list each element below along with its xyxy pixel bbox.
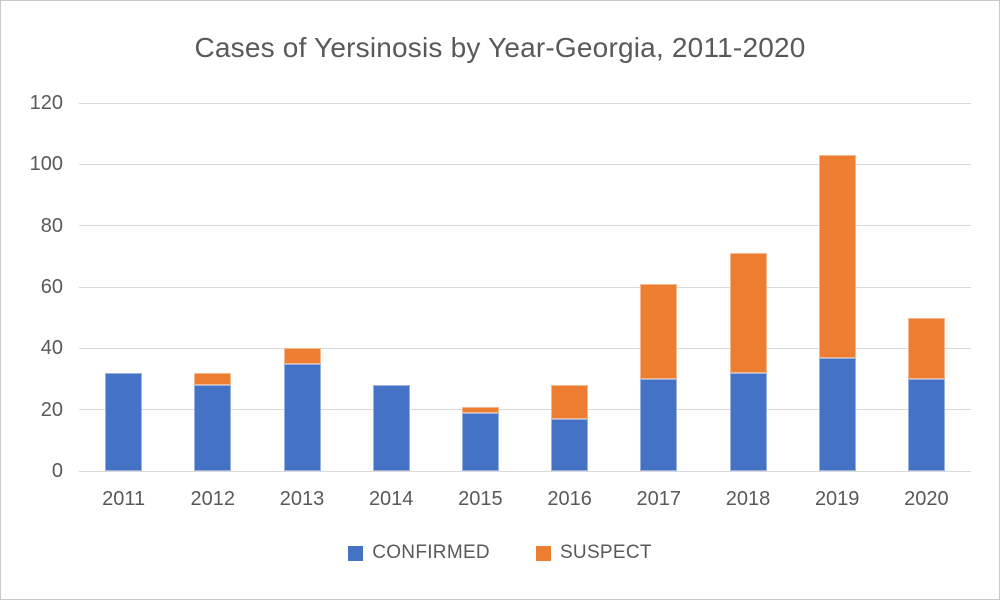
gridline-y-0 (79, 470, 971, 472)
bar-segment-confirmed-2019 (818, 357, 856, 471)
bar-segment-confirmed-2013 (283, 363, 321, 471)
legend-swatch-icon-suspect (535, 545, 551, 561)
bar-segment-suspect-2018 (729, 253, 767, 373)
bar-segment-suspect-2013 (283, 348, 321, 364)
y-tick-label-0: 0 (51, 460, 63, 482)
bar-segment-confirmed-2014 (372, 385, 410, 471)
chart-title: Cases of Yersinosis by Year-Georgia, 201… (194, 32, 806, 63)
bar-segment-suspect-2020 (907, 317, 945, 379)
y-tick-label-60: 60 (40, 276, 63, 298)
bar-segment-confirmed-2018 (729, 372, 767, 471)
x-tick-label-2016: 2016 (547, 488, 592, 510)
y-tick-label-80: 80 (40, 214, 63, 237)
x-tick-label-2019: 2019 (814, 488, 860, 510)
legend-swatch-icon-confirmed (348, 545, 364, 561)
x-tick-label-2020: 2020 (904, 488, 949, 510)
gridline-y-120 (79, 102, 971, 104)
bar-segment-suspect-2016 (551, 385, 589, 419)
bar-segment-confirmed-2011 (105, 372, 143, 471)
gridline-y-40 (79, 347, 971, 349)
legend-label-confirmed: CONFIRMED (372, 542, 490, 563)
legend-item-confirmed: CONFIRMED (348, 542, 490, 564)
gridline-y-80 (79, 225, 971, 227)
legend-item-suspect: SUSPECT (535, 542, 652, 564)
bar-segment-confirmed-2020 (907, 379, 945, 471)
x-tick-label-2018: 2018 (725, 488, 771, 510)
legend-label-suspect: SUSPECT (559, 542, 652, 563)
gridline-y-60 (79, 286, 971, 288)
x-tick-label-2012: 2012 (190, 488, 236, 510)
x-tick-label-2017: 2017 (636, 488, 682, 510)
bar-segment-confirmed-2012 (194, 385, 232, 471)
gridline-y-100 (79, 163, 971, 165)
bar-segment-confirmed-2017 (640, 379, 678, 471)
y-tick-label-120: 120 (29, 92, 63, 114)
bar-segment-suspect-2019 (818, 155, 856, 358)
gridline-y-20 (79, 409, 971, 411)
x-tick-label-2014: 2014 (368, 488, 414, 510)
bar-segment-confirmed-2015 (461, 412, 499, 471)
bar-segment-suspect-2012 (194, 372, 232, 386)
plot-area (79, 102, 971, 472)
y-tick-label-20: 20 (40, 398, 63, 421)
bar-segment-suspect-2015 (461, 406, 499, 413)
x-tick-label-2015: 2015 (458, 488, 503, 510)
legend: CONFIRMED SUSPECT (1, 542, 999, 564)
bar-segment-confirmed-2016 (551, 418, 589, 471)
x-tick-label-2013: 2013 (279, 488, 325, 510)
y-tick-label-40: 40 (40, 337, 63, 360)
bar-segment-suspect-2017 (640, 283, 678, 379)
y-tick-label-100: 100 (29, 153, 63, 176)
x-tick-label-2011: 2011 (102, 488, 146, 510)
